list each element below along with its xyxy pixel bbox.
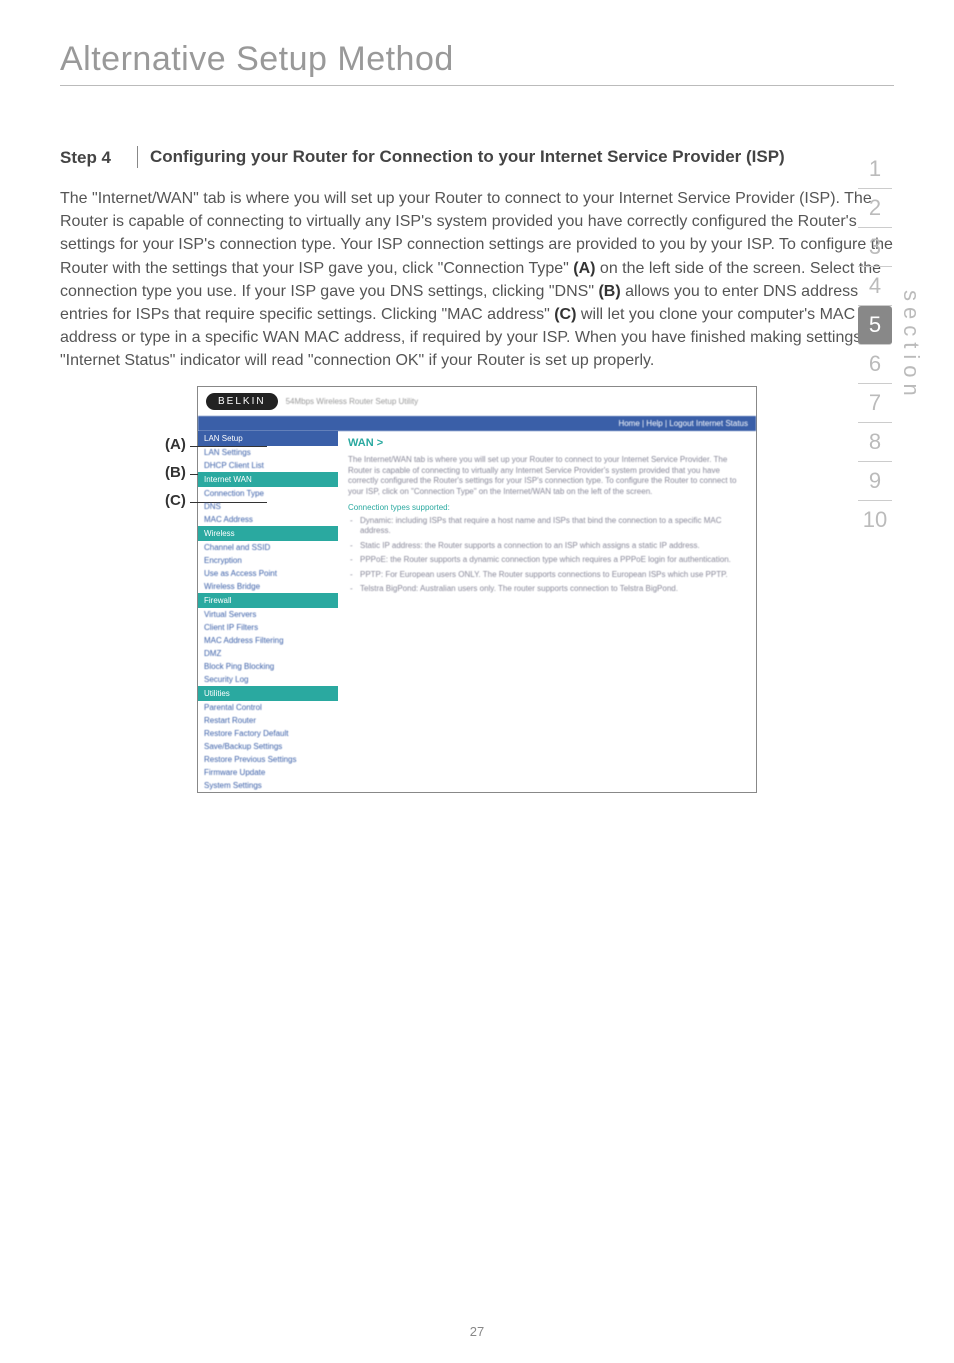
step-heading: Configuring your Router for Connection t… — [138, 146, 894, 169]
section-nav-3[interactable]: 3 — [858, 228, 892, 267]
sidebar-item: DHCP Client List — [198, 459, 338, 472]
router-screenshot: BELKIN 54Mbps Wireless Router Setup Util… — [197, 386, 757, 793]
section-label: section — [898, 290, 924, 402]
step-label: Step 4 — [60, 146, 138, 168]
section-nav-4[interactable]: 4 — [858, 267, 892, 306]
wan-bullet: PPTP: For European users ONLY. The Route… — [348, 570, 746, 580]
shot-subtitle: 54Mbps Wireless Router Setup Utility — [286, 397, 419, 406]
sidebar-item: DMZ — [198, 647, 338, 660]
sidebar-item: Virtual Servers — [198, 608, 338, 621]
callout-c-label: (C) — [165, 492, 186, 509]
sidebar-item: LAN Settings — [198, 446, 338, 459]
callout-ref-a: (A) — [573, 260, 595, 277]
sidebar-item: System Settings — [198, 779, 338, 792]
section-nav-1[interactable]: 1 — [858, 150, 892, 189]
section-nav-2[interactable]: 2 — [858, 189, 892, 228]
sidebar-band-wireless: Wireless — [198, 526, 338, 541]
sidebar-band-lan: LAN Setup — [198, 431, 338, 446]
sidebar-item: Firmware Update — [198, 766, 338, 779]
wan-heading: WAN > — [348, 437, 746, 449]
body-paragraph: The "Internet/WAN" tab is where you will… — [60, 187, 894, 373]
callout-b-label: (B) — [165, 464, 186, 481]
shot-main: WAN > The Internet/WAN tab is where you … — [338, 431, 756, 792]
section-nav-5[interactable]: 5 — [858, 306, 892, 345]
sidebar-item: Wireless Bridge — [198, 580, 338, 593]
sidebar-item: MAC Address Filtering — [198, 634, 338, 647]
sidebar-item: Channel and SSID — [198, 541, 338, 554]
sidebar-item: Use as Access Point — [198, 567, 338, 580]
sidebar-item: Encryption — [198, 554, 338, 567]
sidebar-band-firewall: Firewall — [198, 593, 338, 608]
wan-bullet: PPPoE: the Router supports a dynamic con… — [348, 555, 746, 565]
wan-bullet: Static IP address: the Router supports a… — [348, 541, 746, 551]
sidebar-item-connection-type: Connection Type — [198, 487, 338, 500]
section-nav-6[interactable]: 6 — [858, 345, 892, 384]
sidebar-item: Client IP Filters — [198, 621, 338, 634]
sidebar-item: Parental Control — [198, 701, 338, 714]
wan-bullet: Dynamic: including ISPs that require a h… — [348, 516, 746, 537]
sidebar-item: Security Log — [198, 673, 338, 686]
sidebar-band-utilities: Utilities — [198, 686, 338, 701]
sidebar-item: Restore Factory Default — [198, 727, 338, 740]
shot-sidebar: LAN Setup LAN Settings DHCP Client List … — [198, 431, 338, 792]
callout-ref-b: (B) — [598, 283, 620, 300]
callout-a-label: (A) — [165, 436, 186, 453]
sidebar-item-mac: MAC Address — [198, 513, 338, 526]
sidebar-item: Restart Router — [198, 714, 338, 727]
sidebar-item: Block Ping Blocking — [198, 660, 338, 673]
brand-pill: BELKIN — [206, 393, 278, 410]
sidebar-item: Save/Backup Settings — [198, 740, 338, 753]
wan-subheading: Connection types supported: — [348, 503, 746, 512]
wan-bullet: Telstra BigPond: Australian users only. … — [348, 584, 746, 594]
sidebar-band-wan: Internet WAN — [198, 472, 338, 487]
page-title: Alternative Setup Method — [60, 40, 894, 79]
sidebar-item: Restore Previous Settings — [198, 753, 338, 766]
title-rule — [60, 85, 894, 86]
callout-ref-c: (C) — [554, 306, 576, 323]
wan-para: The Internet/WAN tab is where you will s… — [348, 455, 746, 497]
sidebar-item-dns: DNS — [198, 500, 338, 513]
page-number: 27 — [0, 1324, 954, 1339]
shot-topbar: Home | Help | Logout Internet Status — [198, 416, 756, 431]
